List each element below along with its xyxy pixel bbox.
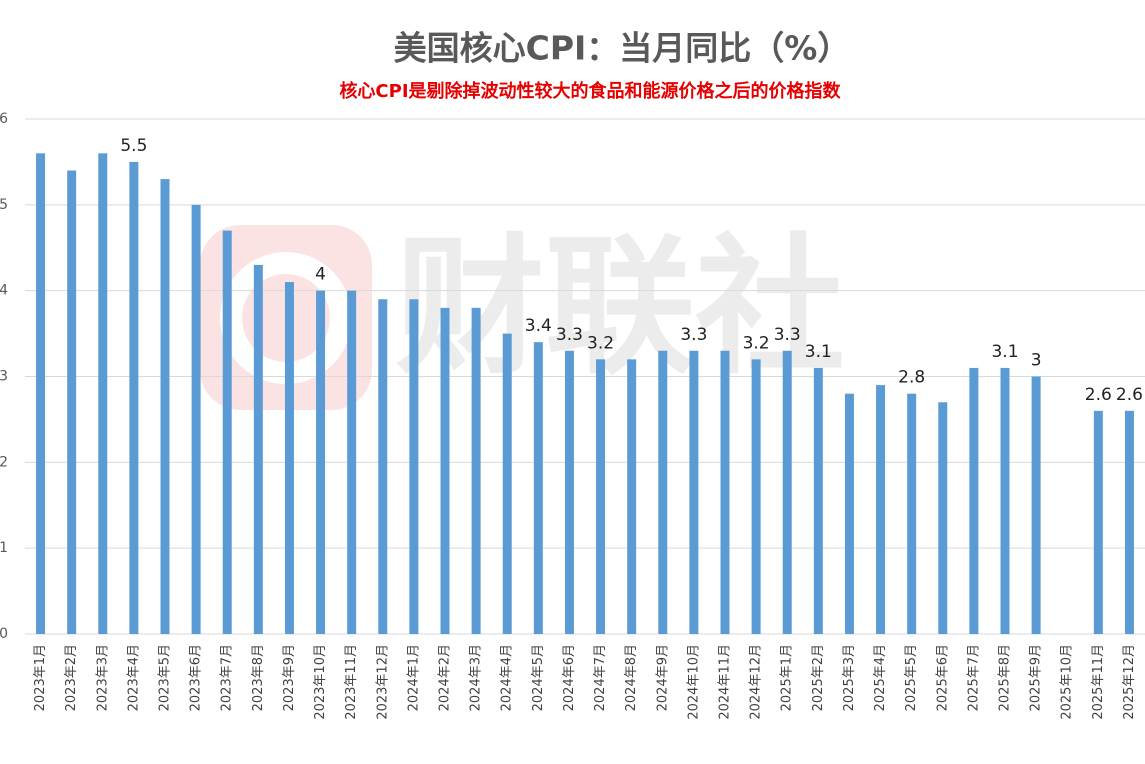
data-label: 3.3 (774, 325, 801, 345)
bar (782, 350, 792, 634)
x-tick-label: 2024年2月 (438, 644, 453, 711)
bar (36, 153, 46, 635)
bar (160, 179, 170, 635)
bar (564, 350, 574, 634)
data-label: 3.2 (743, 333, 770, 353)
data-label: 3 (1031, 351, 1042, 371)
bar (1031, 376, 1041, 634)
watermark: 财联社 (395, 221, 845, 395)
bar (378, 299, 388, 634)
x-tick-label: 2025年7月 (966, 644, 981, 711)
y-tick-label: 6 (0, 111, 8, 127)
chart-title: 美国核心CPI：当月同比（%） (394, 29, 851, 68)
bar (751, 359, 761, 634)
x-tick-label: 2025年4月 (873, 644, 888, 711)
bar (347, 290, 357, 634)
bar (720, 350, 730, 634)
x-tick-label: 2024年8月 (624, 644, 639, 711)
bar (440, 307, 450, 634)
x-tick-label: 2024年1月 (406, 644, 421, 711)
x-tick-label: 2024年3月 (469, 644, 484, 711)
x-tick-label: 2025年6月 (935, 644, 950, 711)
x-tick-label: 2024年5月 (531, 644, 546, 711)
bar (316, 290, 326, 634)
bar (284, 282, 294, 634)
x-tick-label: 2023年4月 (126, 644, 141, 711)
x-tick-label: 2023年10月 (313, 644, 328, 720)
bar (67, 170, 77, 634)
bar (969, 367, 979, 634)
x-tick-label: 2023年12月 (375, 644, 390, 720)
bar (1000, 367, 1010, 634)
x-tick-label: 2025年1月 (780, 644, 795, 711)
bar (938, 402, 948, 634)
data-label: 3.2 (587, 333, 614, 353)
bar (813, 367, 823, 634)
bar (844, 393, 854, 634)
x-tick-label: 2024年6月 (562, 644, 577, 711)
bar (191, 204, 201, 635)
x-tick-label: 2023年3月 (95, 644, 110, 711)
x-tick-label: 2025年12月 (1122, 644, 1137, 720)
x-tick-label: 2023年8月 (251, 644, 266, 711)
x-tick-label: 2025年2月 (811, 644, 826, 711)
bar (98, 153, 108, 635)
bar (253, 264, 263, 634)
data-label: 3.1 (991, 342, 1018, 362)
data-label: 2.6 (1085, 385, 1112, 405)
x-tick-label: 2023年6月 (189, 644, 204, 711)
bar (658, 350, 668, 634)
x-tick-label: 2024年12月 (749, 644, 764, 720)
x-tick-label: 2023年7月 (220, 644, 235, 711)
y-tick-label: 2 (0, 454, 8, 470)
bar (689, 350, 699, 634)
bar (1124, 410, 1134, 634)
bar (502, 333, 512, 634)
bar (596, 359, 606, 634)
chart-subtitle: 核心CPI是剔除掉波动性较大的食品和能源价格之后的价格指数 (339, 80, 841, 102)
x-tick-label: 2025年3月 (842, 644, 857, 711)
x-tick-label: 2023年9月 (282, 644, 297, 711)
bar (1093, 410, 1103, 634)
bar (907, 393, 917, 634)
data-label: 3.3 (680, 325, 707, 345)
bar (533, 342, 543, 634)
x-tick-label: 2025年9月 (1029, 644, 1044, 711)
bar (129, 161, 139, 634)
bar (876, 385, 886, 634)
x-tick-label: 2025年5月 (904, 644, 919, 711)
data-label: 3.3 (556, 325, 583, 345)
x-tick-label: 2024年9月 (655, 644, 670, 711)
x-tick-label: 2023年11月 (344, 644, 359, 720)
x-tick-label: 2025年11月 (1091, 644, 1106, 720)
y-tick-label: 0 (0, 626, 8, 642)
x-tick-label: 2023年5月 (158, 644, 173, 711)
x-tick-label: 2024年4月 (500, 644, 515, 711)
x-tick-label: 2024年7月 (593, 644, 608, 711)
x-tick-label: 2024年11月 (718, 644, 733, 720)
data-label: 4 (315, 265, 326, 285)
data-label: 2.8 (898, 368, 925, 388)
bar (627, 359, 637, 634)
bar (409, 299, 419, 634)
y-tick-label: 5 (0, 197, 8, 213)
x-tick-label: 2025年10月 (1060, 644, 1075, 720)
x-tick-label: 2024年10月 (686, 644, 701, 720)
y-tick-label: 4 (0, 283, 8, 299)
y-tick-label: 3 (0, 369, 8, 385)
data-label: 3.4 (525, 316, 552, 336)
x-tick-label: 2023年2月 (64, 644, 79, 711)
data-label: 5.5 (120, 136, 147, 156)
data-label: 2.6 (1116, 385, 1143, 405)
data-label: 3.1 (805, 342, 832, 362)
y-tick-label: 1 (0, 540, 8, 556)
bar (471, 307, 481, 634)
bar (222, 230, 232, 635)
x-tick-label: 2025年8月 (998, 644, 1013, 711)
x-tick-label: 2023年1月 (33, 644, 48, 711)
